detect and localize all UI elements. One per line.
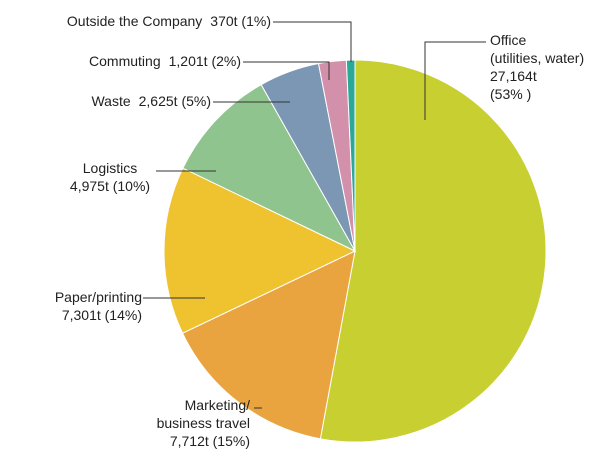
leader-line: [424, 41, 486, 120]
slice-label: Paper/printing 7,301t (14%): [55, 288, 142, 324]
category-label: Logistics: [82, 160, 138, 176]
category-label: Marketing/ business travel: [156, 397, 250, 431]
value-label: 7,712t (15%): [169, 433, 250, 449]
category-label: Office (utilities, water): [490, 32, 585, 66]
category-label: Outside the Company: [66, 13, 203, 29]
category-label: Waste: [91, 93, 131, 109]
slice-label: Logistics 4,975t (10%): [40, 159, 180, 195]
leader-line: [273, 21, 352, 62]
slice-label: Outside the Company 370t (1%): [67, 12, 271, 30]
category-label: Commuting: [89, 53, 161, 69]
value-label: 2,625t (5%): [138, 93, 211, 109]
slice-label: Marketing/ business travel 7,712t (15%): [157, 396, 250, 450]
slice-label: Commuting 1,201t (2%): [89, 52, 241, 70]
pie-slice: [182, 83, 357, 253]
leader-line: [243, 61, 330, 80]
value-label: 4,975t (10%): [69, 178, 151, 194]
pie-slice: [163, 167, 357, 334]
value-label: 370t (1%): [210, 13, 271, 29]
value-label: 7,301t (14%): [61, 307, 142, 323]
slice-label: Waste 2,625t (5%): [91, 92, 211, 110]
slice-label: Office (utilities, water) 27,164t (53% ): [490, 31, 584, 103]
category-label: Paper/printing: [54, 289, 142, 305]
value-label: 27,164t (53% ): [490, 68, 537, 102]
pie-slice: [319, 59, 547, 443]
pie-slice: [181, 250, 356, 440]
value-label: 1,201t (2%): [168, 53, 241, 69]
slices: [163, 59, 547, 443]
